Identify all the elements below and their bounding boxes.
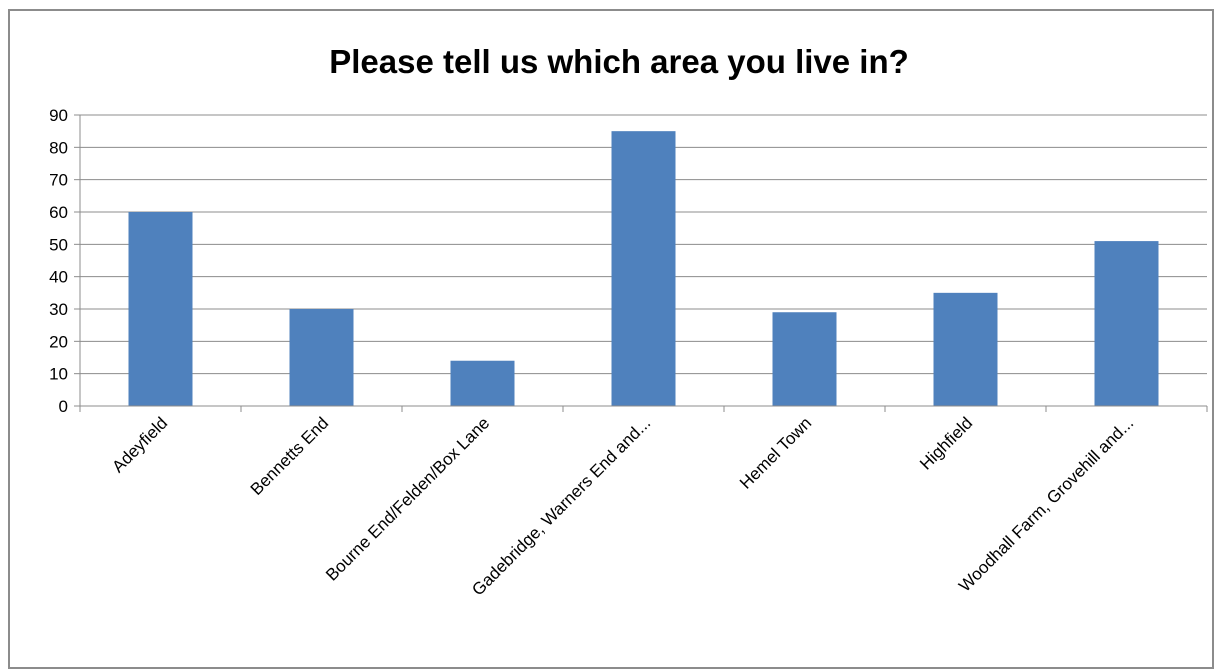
y-tick-label: 60 [49, 203, 68, 222]
y-tick-label: 20 [49, 332, 68, 351]
y-tick-label: 0 [59, 397, 68, 416]
bar [772, 312, 837, 406]
bar [450, 360, 515, 406]
bars [128, 131, 1159, 406]
y-tick-label: 40 [49, 268, 68, 287]
axes [79, 115, 1208, 412]
bar [611, 131, 676, 406]
y-tick-label: 90 [49, 106, 68, 125]
x-category-label: Hemel Town [736, 413, 815, 492]
y-axis-ticks: 0 10 20 30 40 50 60 70 80 90 [49, 106, 80, 416]
y-tick-label: 80 [49, 138, 68, 157]
x-category-label: Bourne End/Felden/Box Lane [322, 413, 493, 584]
y-tick-label: 10 [49, 365, 68, 384]
bar [128, 212, 193, 406]
y-tick-label: 70 [49, 171, 68, 190]
x-category-label: Gadebridge, Warners End and... [468, 413, 654, 599]
bar [1094, 241, 1159, 406]
x-category-label: Bennetts End [247, 413, 333, 499]
x-category-label: Highfield [916, 413, 976, 473]
y-tick-label: 30 [49, 300, 68, 319]
bar [933, 292, 998, 406]
chart-title: Please tell us which area you live in? [329, 43, 909, 80]
chart-frame [8, 9, 1214, 669]
y-tick-label: 50 [49, 235, 68, 254]
x-category-label: Woodhall Farm, Grovehill and... [955, 413, 1137, 595]
x-category-label: Adeyfield [108, 413, 171, 476]
bar [289, 309, 354, 406]
